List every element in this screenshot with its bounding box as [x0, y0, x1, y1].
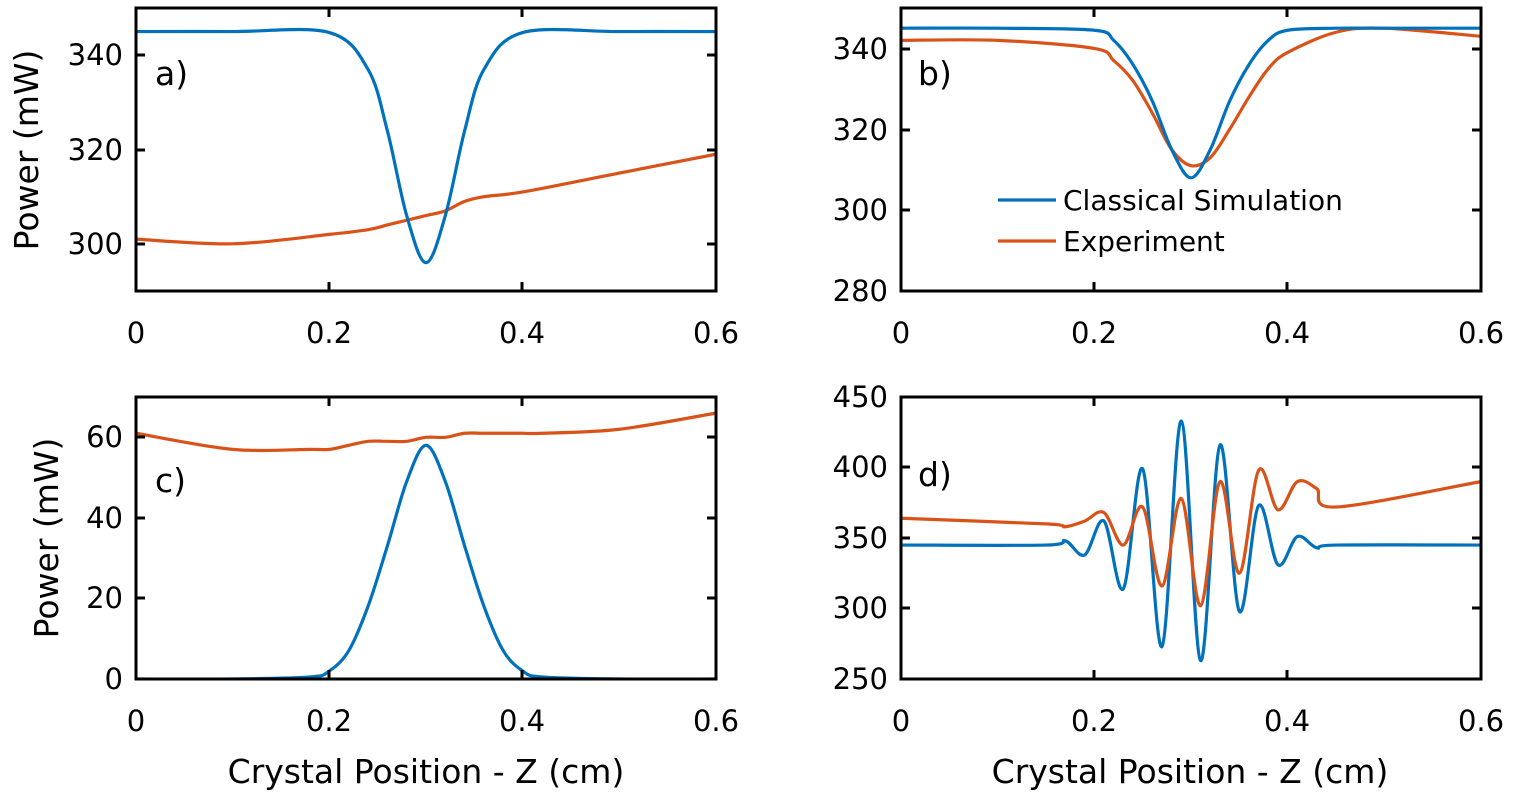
y-tick-label: 0	[105, 662, 123, 696]
experiment-line-a	[136, 152, 716, 246]
y-ticks-a: 300 320 340	[68, 38, 716, 261]
legend-label-simulation: Classical Simulation	[1063, 184, 1343, 217]
y-tick-label: 250	[833, 662, 888, 696]
y-ticks-d: 250 300 350 400 450	[833, 380, 1481, 696]
y-tick-label: 400	[833, 450, 888, 484]
y-tick-label: 340	[68, 38, 123, 72]
panel-label-d: d)	[918, 455, 952, 494]
panel-b: 0 0.2 0.4 0.6 280 300 320 340 b) Classic…	[833, 6, 1504, 350]
panel-a: 0 0.2 0.4 0.6 300 320 340 Power (mW) a)	[7, 6, 739, 350]
x-tick-label: 0.2	[306, 704, 352, 738]
y-tick-label: 340	[833, 32, 888, 66]
legend-label-experiment: Experiment	[1063, 225, 1225, 258]
simulation-line-c	[136, 443, 716, 679]
y-tick-label: 300	[68, 227, 123, 261]
x-ticks-b: 0 0.2 0.4 0.6	[892, 8, 1504, 350]
x-tick-label: 0.4	[499, 316, 545, 350]
x-ticks-c: 0 0.2 0.4 0.6	[127, 397, 739, 738]
x-tick-label: 0.2	[1071, 704, 1117, 738]
x-axis-label-d: Crystal Position - Z (cm)	[992, 752, 1389, 791]
legend: Classical Simulation Experiment	[998, 184, 1343, 258]
y-ticks-b: 280 300 320 340	[833, 32, 1481, 308]
panel-c: 0 0.2 0.4 0.6 0 20 40 60 Power (mW) Crys…	[27, 395, 739, 791]
x-tick-label: 0	[127, 316, 145, 350]
axes-frame-a	[134, 6, 718, 293]
experiment-line-b	[901, 26, 1481, 168]
y-tick-label: 350	[833, 521, 888, 555]
y-ticks-c: 0 20 40 60	[86, 420, 716, 696]
x-ticks-a: 0 0.2 0.4 0.6	[127, 8, 739, 350]
x-tick-label: 0.6	[693, 704, 739, 738]
panel-d: 0 0.2 0.4 0.6 250 300 350 400 450 Crysta…	[833, 380, 1504, 791]
x-tick-label: 0.2	[306, 316, 352, 350]
simulation-line-d	[901, 419, 1481, 663]
y-tick-label: 450	[833, 380, 888, 414]
simulation-line-a	[136, 27, 716, 265]
x-tick-label: 0	[127, 704, 145, 738]
plot-area-c	[136, 411, 716, 679]
x-ticks-d: 0 0.2 0.4 0.6	[892, 397, 1504, 738]
plot-area-d	[901, 419, 1481, 663]
x-tick-label: 0	[892, 704, 910, 738]
plot-area-a	[136, 27, 716, 265]
experiment-line-c	[136, 411, 716, 453]
y-tick-label: 40	[86, 501, 123, 535]
y-tick-label: 320	[68, 133, 123, 167]
x-tick-label: 0.6	[1458, 704, 1504, 738]
x-tick-label: 0.4	[499, 704, 545, 738]
panel-label-c: c)	[155, 461, 186, 500]
x-axis-label-c: Crystal Position - Z (cm)	[228, 752, 625, 791]
y-axis-label-c: Power (mW)	[27, 438, 66, 639]
axes-frame-b	[899, 6, 1483, 293]
y-tick-label: 280	[833, 274, 888, 308]
axes-frame-c	[134, 395, 718, 681]
x-tick-label: 0.4	[1264, 316, 1310, 350]
plot-area-b	[901, 26, 1481, 180]
y-tick-label: 20	[86, 581, 123, 615]
panel-label-b: b)	[918, 54, 952, 93]
x-tick-label: 0.6	[693, 316, 739, 350]
x-tick-label: 0.2	[1071, 316, 1117, 350]
simulation-line-b	[901, 26, 1481, 180]
y-tick-label: 300	[833, 193, 888, 227]
x-tick-label: 0	[892, 316, 910, 350]
y-tick-label: 60	[86, 420, 123, 454]
y-tick-label: 320	[833, 113, 888, 147]
y-axis-label-a: Power (mW)	[7, 50, 46, 251]
x-tick-label: 0.4	[1264, 704, 1310, 738]
x-tick-label: 0.6	[1458, 316, 1504, 350]
y-tick-label: 300	[833, 591, 888, 625]
experiment-line-d	[901, 467, 1481, 608]
panel-label-a: a)	[155, 54, 188, 93]
